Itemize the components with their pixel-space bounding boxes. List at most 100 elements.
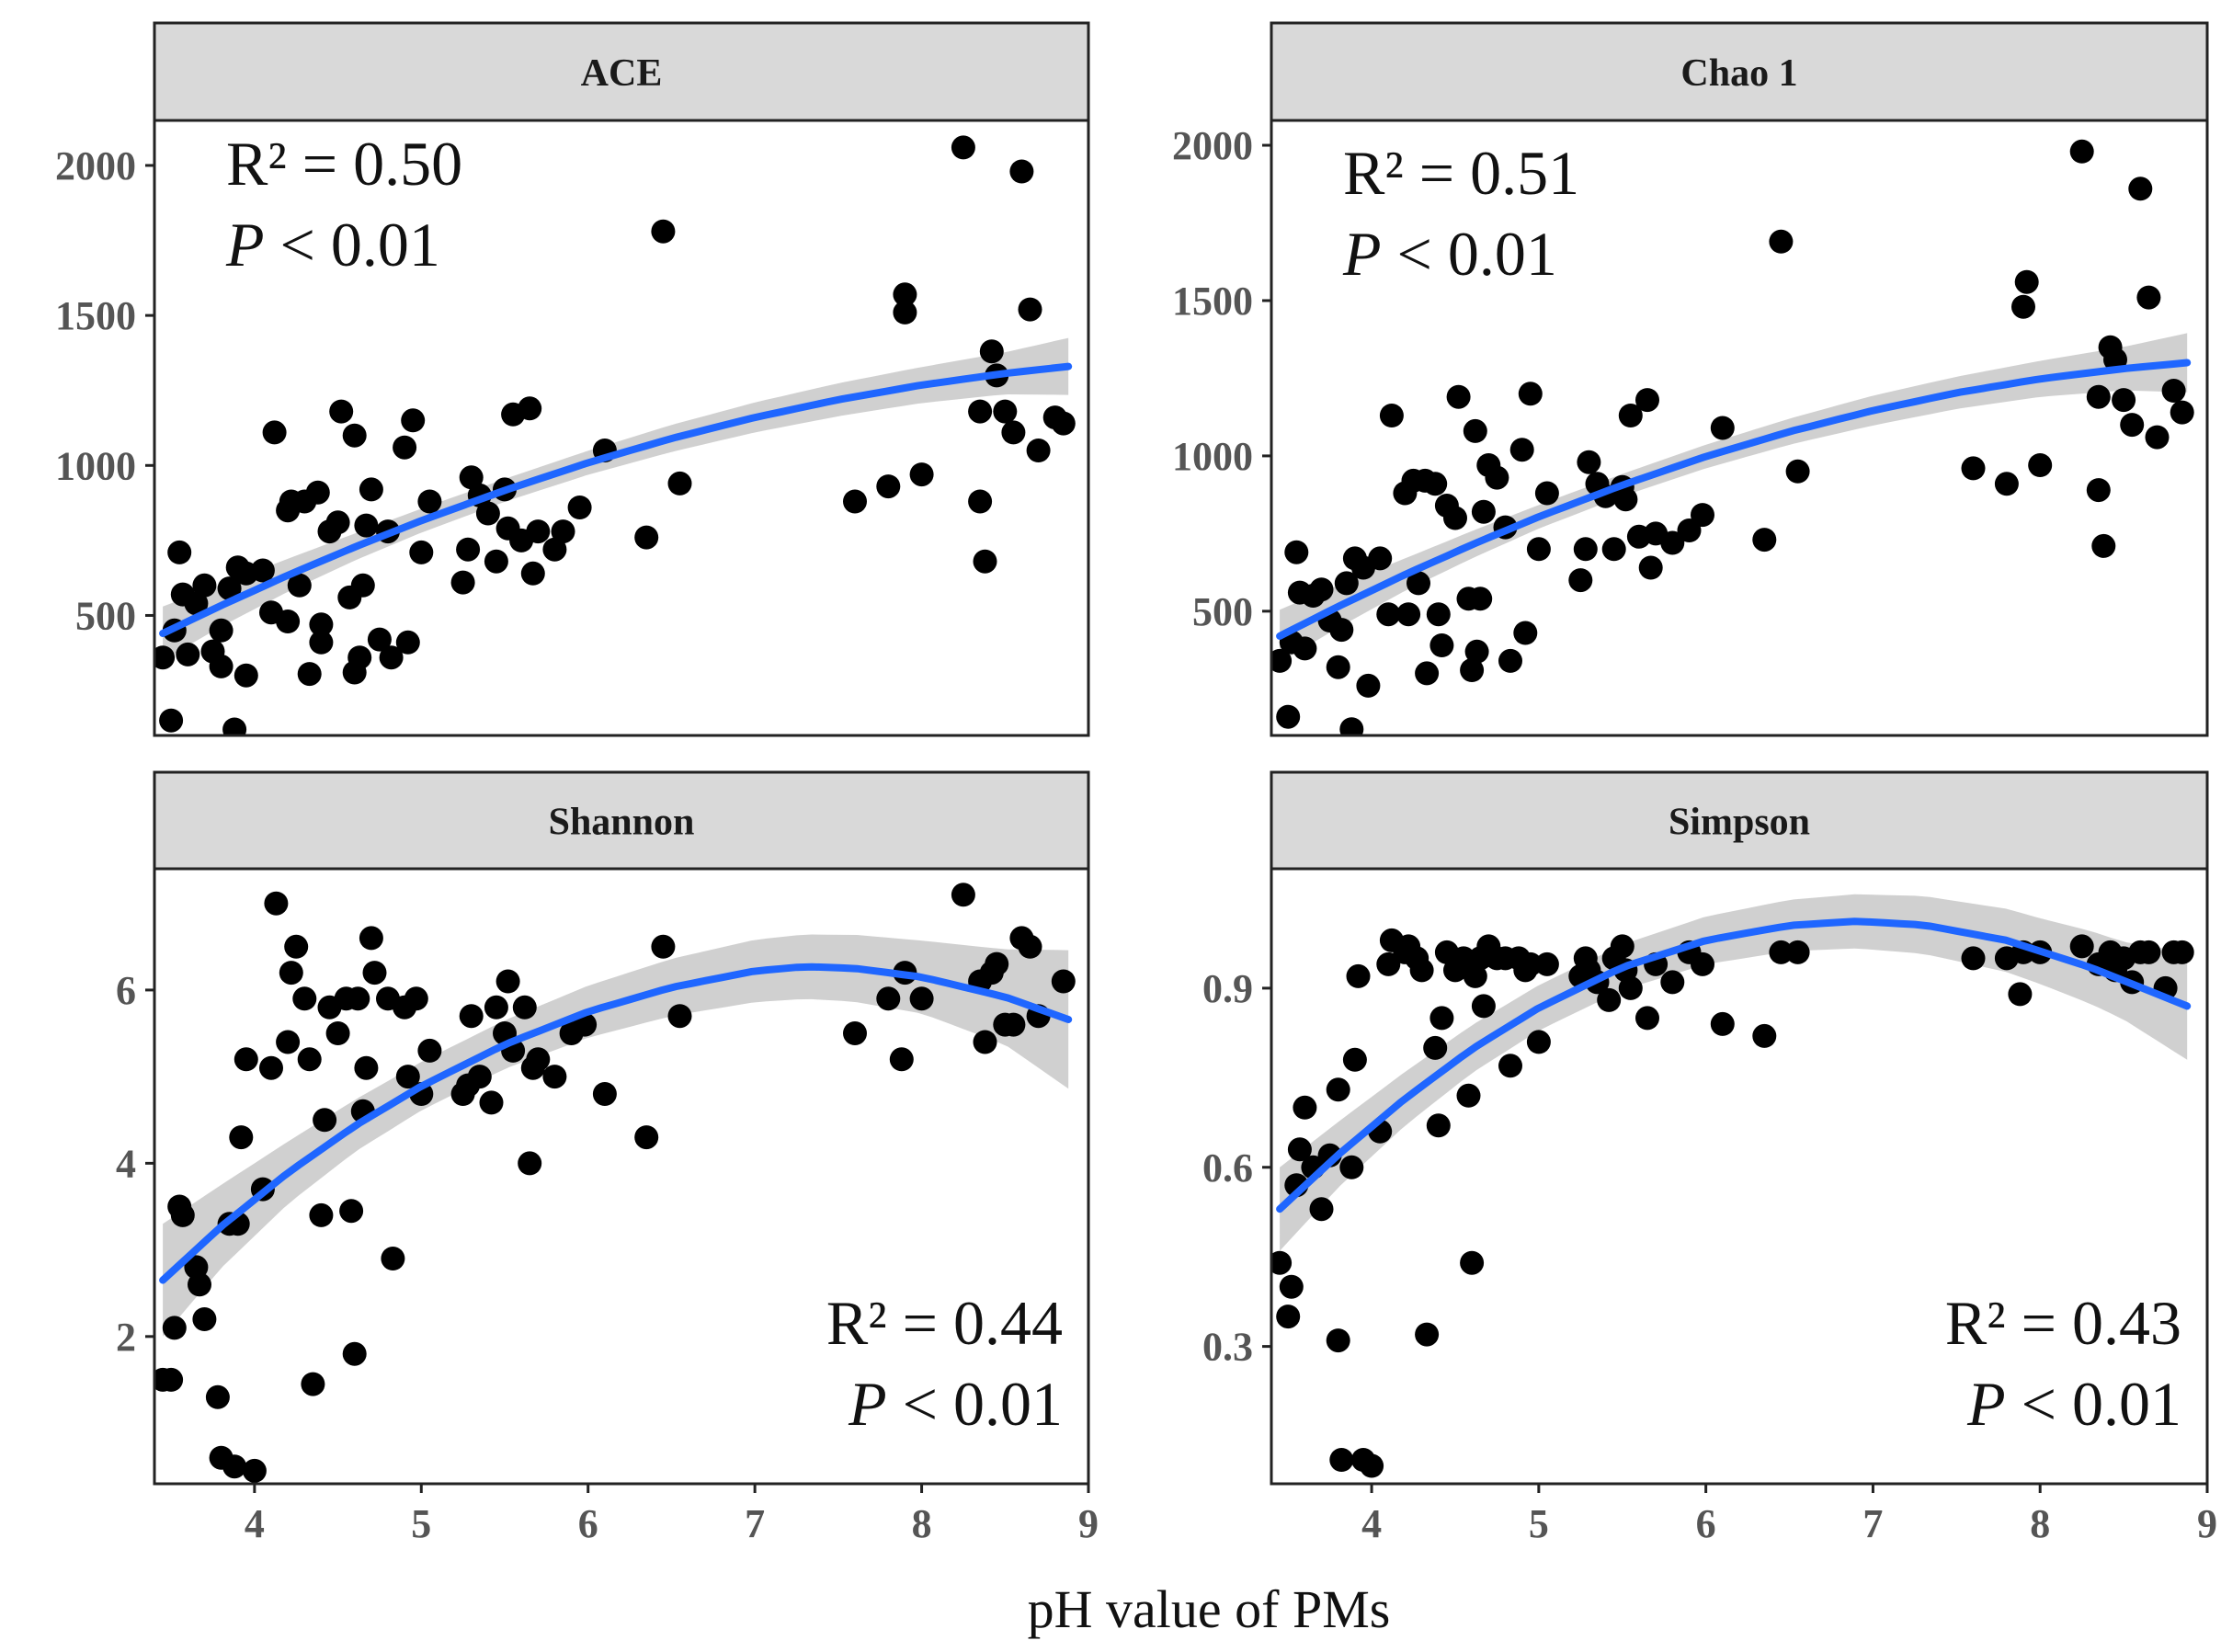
data-point [1534, 481, 1559, 506]
data-point [342, 1341, 367, 1366]
data-point [170, 1202, 195, 1227]
data-point [2008, 982, 2033, 1007]
data-point [2091, 533, 2116, 558]
facet-title: Simpson [1669, 802, 1810, 844]
data-point [305, 480, 330, 505]
data-point [1376, 951, 1401, 976]
data-point [279, 961, 303, 986]
data-point [1513, 621, 1538, 645]
data-point [167, 540, 192, 564]
data-point [2128, 177, 2153, 201]
data-point [188, 1272, 211, 1297]
data-point [512, 995, 537, 1020]
data-point [973, 1030, 997, 1054]
data-point [1452, 946, 1476, 971]
data-point [551, 519, 575, 544]
data-point [184, 591, 209, 616]
fit-line [159, 362, 1073, 637]
data-point [192, 1307, 217, 1331]
data-point [979, 339, 1004, 364]
x-tick-label: 4 [245, 1501, 265, 1546]
data-point [985, 951, 1009, 976]
data-point [359, 926, 383, 951]
data-point [1518, 951, 1543, 976]
data-point [159, 1367, 184, 1392]
data-point [192, 573, 217, 598]
data-point [484, 549, 508, 574]
data-point [250, 558, 275, 583]
data-point [1463, 418, 1487, 443]
data-point [893, 282, 917, 307]
y-tick-label: 0.3 [1202, 1325, 1253, 1370]
data-point [1456, 1083, 1481, 1108]
data-point [229, 1125, 254, 1150]
y-tick-label: 2000 [55, 143, 136, 188]
data-point [1051, 411, 1076, 436]
data-point [1961, 946, 1986, 971]
data-point [2136, 940, 2161, 964]
data-point [1376, 602, 1401, 627]
data-point [222, 717, 247, 735]
data-point [518, 1151, 542, 1176]
data-point [843, 489, 867, 514]
data-point [1460, 658, 1485, 682]
data-point [325, 1021, 350, 1045]
data-point [1415, 1322, 1440, 1347]
data-point [205, 1384, 230, 1409]
data-point [495, 969, 520, 994]
x-axis-title: pH value of PMs [1028, 1579, 1391, 1639]
data-point [1429, 1006, 1454, 1031]
data-point [1752, 1023, 1777, 1048]
data-point [592, 1082, 617, 1106]
data-point [162, 1316, 187, 1340]
plot-content [1271, 894, 2194, 1478]
data-point [1635, 388, 1659, 413]
data-point [1526, 537, 1551, 562]
x-tick-label: 8 [2030, 1501, 2050, 1546]
p-value-label: P < 0.01 [848, 1369, 1063, 1439]
data-point [2028, 453, 2053, 477]
r-squared-label: R² = 0.44 [826, 1288, 1063, 1358]
data-point [2112, 388, 2136, 413]
data-point [1326, 1077, 1350, 1102]
data-point [325, 510, 350, 535]
data-point [651, 934, 676, 959]
x-tick-label: 6 [578, 1501, 598, 1546]
y-tick-label: 0.9 [1202, 966, 1253, 1011]
data-point [209, 654, 233, 678]
data-point [154, 645, 176, 670]
data-point [1426, 602, 1451, 627]
data-point [909, 986, 934, 1011]
data-point [1429, 633, 1454, 657]
data-point [242, 1458, 267, 1483]
data-point [1339, 717, 1364, 735]
data-point [1271, 1250, 1293, 1275]
data-point [1498, 648, 1522, 673]
data-point [459, 1004, 484, 1029]
data-point [1051, 969, 1076, 994]
confidence-band [1280, 333, 2188, 663]
data-point [1396, 602, 1421, 627]
data-point [359, 477, 383, 502]
data-point [1752, 528, 1777, 553]
data-point [159, 708, 184, 733]
r-squared-label: R² = 0.50 [226, 129, 462, 199]
data-point [346, 986, 370, 1011]
p-symbol: P [1966, 1369, 2006, 1439]
data-point [484, 995, 508, 1020]
data-point [479, 1090, 504, 1115]
data-point [297, 1047, 322, 1072]
data-point [2145, 425, 2170, 450]
data-point [450, 570, 475, 595]
data-point [1518, 382, 1543, 406]
data-point [843, 1021, 867, 1045]
facet-strip [1270, 770, 2209, 871]
data-point [459, 465, 484, 490]
data-point [1468, 587, 1493, 611]
data-point [1356, 673, 1381, 698]
data-point [347, 645, 372, 670]
x-tick-label: 5 [1529, 1501, 1549, 1546]
data-point [1577, 450, 1601, 474]
fit-line [1276, 917, 2192, 1213]
data-point [1293, 1095, 1317, 1120]
